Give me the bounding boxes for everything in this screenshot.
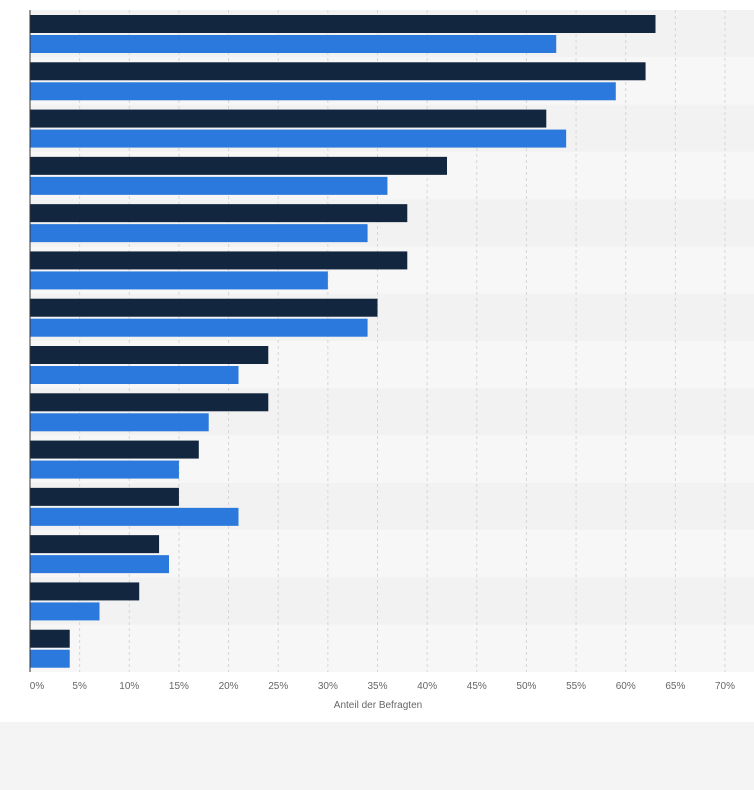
x-axis-ticks: 0% 5% 10% 15% 20% 25% 30% 35% 40% 45% 50% 55% 60% 65%… xyxy=(30,681,735,692)
bar-series-2 xyxy=(30,35,557,53)
bar-series-1 xyxy=(30,440,199,459)
row-band xyxy=(30,577,754,625)
bar-series-1 xyxy=(30,109,547,128)
bar-series-2 xyxy=(30,366,239,384)
footer-area xyxy=(0,722,754,790)
x-axis-label: Anteil der Befragten xyxy=(334,700,422,711)
bar-series-1 xyxy=(30,487,179,506)
bar-series-2 xyxy=(30,82,616,101)
x-tick-label: 30% xyxy=(318,681,338,692)
bar-series-1 xyxy=(30,535,160,554)
bar-series-1 xyxy=(30,204,408,223)
bar-series-1 xyxy=(30,15,656,33)
bar-series-2 xyxy=(30,555,169,574)
x-tick-label: 45% xyxy=(467,681,487,692)
bar-series-1 xyxy=(30,582,140,601)
bar-series-1 xyxy=(30,156,447,175)
bar-series-1 xyxy=(30,393,269,412)
bar-series-2 xyxy=(30,602,100,621)
bar-series-1 xyxy=(30,251,408,270)
bar-series-1 xyxy=(30,62,646,81)
bars xyxy=(30,15,656,668)
bar-series-2 xyxy=(30,271,328,290)
x-tick-label: 40% xyxy=(417,681,437,692)
bar-series-2 xyxy=(30,129,567,148)
bar-series-2 xyxy=(30,176,388,195)
bar-series-1 xyxy=(30,346,269,364)
bar-series-2 xyxy=(30,224,368,243)
x-tick-label: 65% xyxy=(665,681,685,692)
bar-series-2 xyxy=(30,507,239,526)
bar-series-2 xyxy=(30,460,179,479)
x-tick-label: 15% xyxy=(169,681,189,692)
x-tick-label: 10% xyxy=(119,681,139,692)
bar-series-2 xyxy=(30,649,70,668)
x-tick-label: 20% xyxy=(219,681,239,692)
x-tick-label: 70% xyxy=(715,681,735,692)
x-tick-label: 25% xyxy=(268,681,288,692)
bar-chart: 0% 5% 10% 15% 20% 25% 30% 35% 40% 45% 50% 55% 60% 65%… xyxy=(29,10,754,711)
row-band xyxy=(30,624,754,672)
x-tick-label: 5% xyxy=(72,681,87,692)
x-tick-label: 50% xyxy=(516,681,536,692)
x-tick-label: 60% xyxy=(616,681,636,692)
bar-series-1 xyxy=(30,629,70,648)
x-tick-label: 55% xyxy=(566,681,586,692)
x-tick-label: 35% xyxy=(367,681,387,692)
bar-series-1 xyxy=(30,298,378,317)
x-tick-label: 0% xyxy=(30,681,45,692)
bar-series-2 xyxy=(30,413,209,432)
bar-series-2 xyxy=(30,318,368,337)
